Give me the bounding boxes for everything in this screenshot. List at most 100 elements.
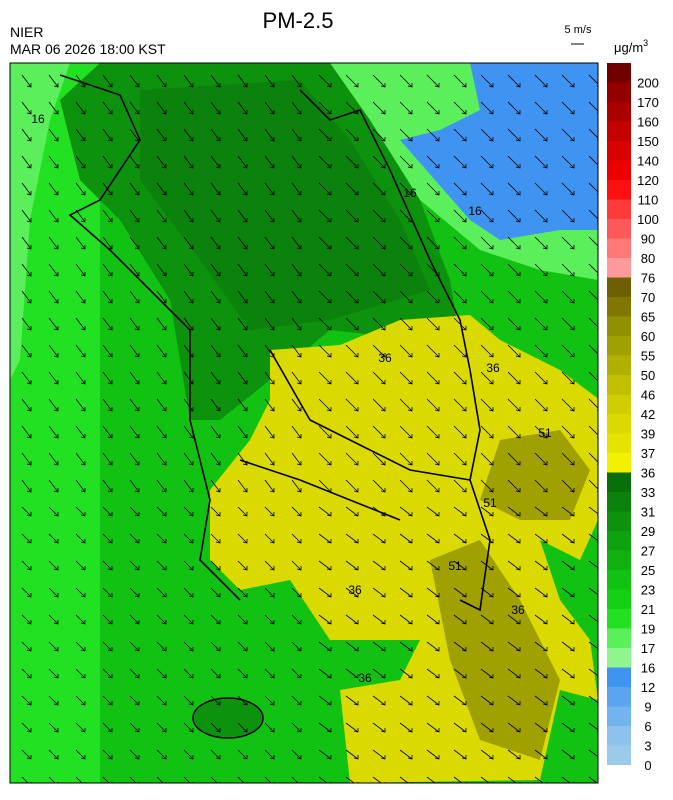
wind-arrow xyxy=(453,560,467,571)
wind-arrow xyxy=(345,641,359,652)
wind-arrow xyxy=(534,587,548,598)
wind-arrow xyxy=(210,398,221,412)
wind-arrow xyxy=(561,479,575,493)
wind-arrow xyxy=(426,371,440,385)
wind-arrow xyxy=(534,236,548,250)
wind-arrow xyxy=(129,587,140,598)
wind-arrow xyxy=(291,722,302,733)
colorbar-label: 39 xyxy=(641,427,655,442)
contour-label: 16 xyxy=(31,112,45,126)
wind-arrow xyxy=(534,317,548,331)
wind-arrow xyxy=(183,209,194,223)
wind-arrow xyxy=(318,155,332,169)
colorbar-label: 76 xyxy=(641,271,655,286)
wind-arrow xyxy=(75,236,86,250)
wind-arrow xyxy=(507,263,521,277)
wind-arrow xyxy=(237,344,248,358)
wind-arrow xyxy=(345,587,359,598)
colorbar-segment xyxy=(607,511,631,531)
wind-arrow xyxy=(507,398,521,412)
colorbar-label: 21 xyxy=(641,602,655,617)
contour-label: 16 xyxy=(403,186,417,200)
wind-arrow xyxy=(129,398,140,412)
wind-arrow xyxy=(480,209,494,223)
wind-arrow xyxy=(426,128,440,142)
wind-arrow xyxy=(507,587,521,598)
wind-arrow xyxy=(237,452,248,466)
wind-arrow xyxy=(426,425,440,439)
wind-arrow xyxy=(48,236,59,250)
wind-arrow xyxy=(21,74,32,88)
wind-arrow xyxy=(156,101,167,115)
wind-arrow xyxy=(372,641,386,652)
wind-arrow xyxy=(480,74,494,88)
wind-arrow xyxy=(102,749,113,760)
wind-arrow xyxy=(156,398,167,412)
wind-arrow xyxy=(426,290,440,304)
wind-arrow xyxy=(588,722,598,732)
wind-arrow xyxy=(102,263,113,277)
colorbar-segment xyxy=(607,277,631,297)
wind-arrow xyxy=(21,614,32,625)
wind-arrow xyxy=(345,236,359,250)
wind-arrow xyxy=(156,425,167,439)
wind-arrow xyxy=(156,452,167,466)
wind-arrow xyxy=(102,182,113,196)
wind-arrow xyxy=(534,101,548,115)
wind-arrow xyxy=(372,74,386,88)
wind-arrow xyxy=(129,209,140,223)
wind-arrow xyxy=(48,371,59,385)
wind-arrow xyxy=(48,533,59,544)
wind-arrow xyxy=(183,641,194,652)
wind-arrow xyxy=(399,668,413,679)
wind-arrow xyxy=(237,209,248,223)
wind-arrow xyxy=(21,749,32,760)
wind-arrow xyxy=(291,641,302,652)
wind-arrow xyxy=(156,776,167,783)
map-field: 16 16 16 36 36 51 51 51 36 36 36 xyxy=(10,63,598,783)
wind-arrow xyxy=(318,722,332,733)
wind-arrow xyxy=(588,290,598,303)
wind-arrow xyxy=(372,425,386,439)
wind-arrow xyxy=(156,344,167,358)
wind-arrow xyxy=(372,587,386,598)
wind-arrow xyxy=(345,209,359,223)
wind-arrow xyxy=(129,155,140,169)
wind-arrow xyxy=(480,533,494,544)
wind-arrow xyxy=(534,209,548,223)
wind-arrow xyxy=(237,722,248,733)
wind-arrow xyxy=(129,128,140,142)
wind-arrow xyxy=(318,290,332,304)
wind-arrow xyxy=(264,128,275,142)
colorbar-segment xyxy=(607,648,631,668)
wind-arrow xyxy=(480,263,494,277)
wind-arrow xyxy=(102,344,113,358)
wind-arrow xyxy=(318,263,332,277)
wind-arrow xyxy=(156,290,167,304)
wind-arrow xyxy=(291,776,302,783)
wind-arrow xyxy=(129,722,140,733)
wind-arrow xyxy=(480,290,494,304)
wind-arrow xyxy=(588,236,598,249)
wind-arrow xyxy=(183,776,194,783)
wind-arrow xyxy=(264,290,275,304)
wind-arrow xyxy=(480,479,494,493)
wind-arrow xyxy=(129,290,140,304)
wind-arrow xyxy=(102,425,113,439)
wind-arrow xyxy=(453,182,467,196)
wind-arrow xyxy=(561,749,575,760)
wind-arrow xyxy=(534,182,548,196)
wind-arrow xyxy=(480,641,494,652)
wind-arrow xyxy=(21,344,32,358)
colorbar-segment xyxy=(607,121,631,141)
wind-arrow xyxy=(399,263,413,277)
contour-label: 16 xyxy=(468,204,482,218)
wind-arrow xyxy=(75,155,86,169)
wind-arrow xyxy=(318,317,332,331)
wind-arrow xyxy=(453,209,467,223)
wind-arrow xyxy=(129,695,140,706)
wind-arrow xyxy=(453,776,467,783)
wind-arrow xyxy=(534,479,548,493)
wind-arrow xyxy=(453,479,467,493)
